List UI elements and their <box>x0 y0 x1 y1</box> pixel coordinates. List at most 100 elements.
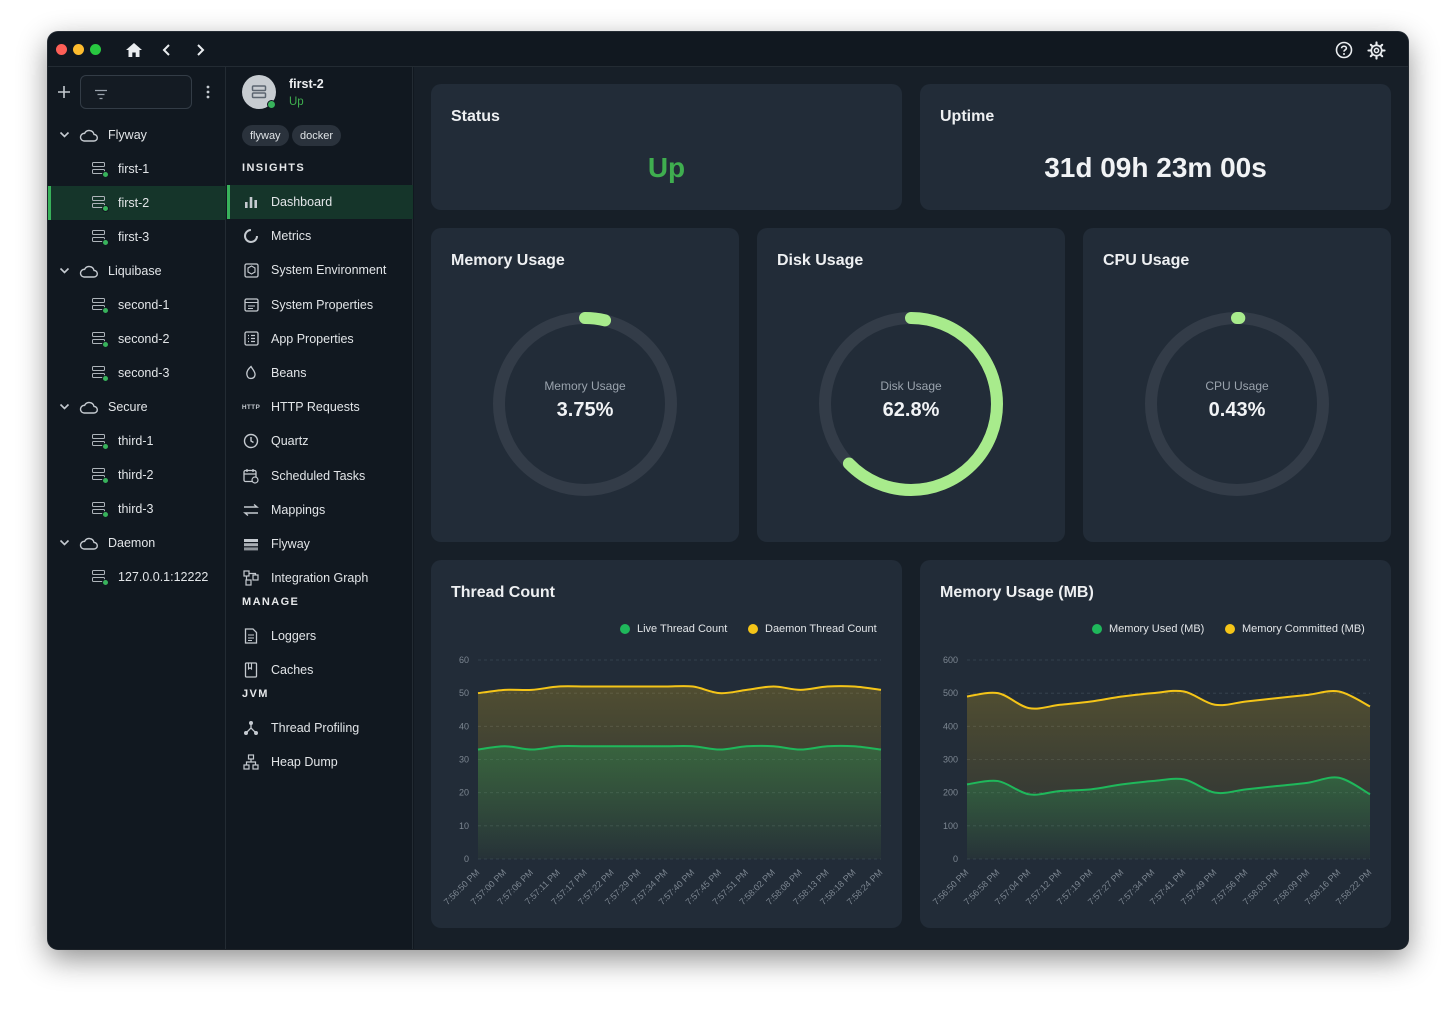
y-tick-label: 200 <box>943 788 958 798</box>
chevron-right-icon[interactable] <box>190 40 210 60</box>
tree-item-third-1[interactable]: third-1 <box>48 424 226 458</box>
tree-group-daemon[interactable]: Daemon <box>48 526 226 560</box>
maximize-window-button[interactable] <box>90 44 101 55</box>
server-icon <box>92 569 109 586</box>
nav-thread-profiling[interactable]: Thread Profiling <box>227 711 413 745</box>
tree-item-second-2[interactable]: second-2 <box>48 322 226 356</box>
legend-live-thread[interactable]: Live Thread Count <box>620 623 727 635</box>
filter-icon <box>94 87 108 105</box>
tree-item-label: second-3 <box>118 366 170 380</box>
nav-label: Caches <box>271 663 314 678</box>
nav-system-environment[interactable]: System Environment <box>227 253 413 287</box>
nav-mappings[interactable]: Mappings <box>227 493 413 527</box>
close-window-button[interactable] <box>56 44 67 55</box>
legend-label: Live Thread Count <box>637 623 728 635</box>
caches-icon <box>242 661 260 679</box>
nav-caches[interactable]: Caches <box>227 653 413 687</box>
chevron-down-icon[interactable] <box>59 403 70 411</box>
y-tick-label: 60 <box>459 655 469 665</box>
flyway-icon <box>242 535 260 553</box>
chevron-down-icon[interactable] <box>59 267 70 275</box>
nav-label: System Environment <box>271 263 387 278</box>
tree-item-127-0-0-1-12222[interactable]: 127.0.0.1:12222 <box>48 560 226 594</box>
nav-http-requests[interactable]: HTTP HTTP Requests <box>227 390 413 424</box>
tree-group-flyway[interactable]: Flyway <box>48 118 226 152</box>
tree-item-first-1[interactable]: first-1 <box>48 152 226 186</box>
tree-item-third-3[interactable]: third-3 <box>48 492 226 526</box>
quartz-icon <box>242 432 260 450</box>
gear-icon[interactable] <box>1366 40 1386 60</box>
y-tick-label: 30 <box>459 755 469 765</box>
http-requests-icon: HTTP <box>241 403 261 411</box>
series-line-daemon-thread-count <box>477 685 882 695</box>
nav-label: Scheduled Tasks <box>271 468 366 483</box>
plus-icon[interactable] <box>56 84 72 100</box>
nav-flyway[interactable]: Flyway <box>227 527 413 561</box>
legend-daemon-thread[interactable]: Daemon Thread Count <box>748 623 877 635</box>
home-icon[interactable] <box>124 40 144 60</box>
legend-memory-committed[interactable]: Memory Committed (MB) <box>1225 623 1365 635</box>
nav-quartz[interactable]: Quartz <box>227 424 413 458</box>
cloud-icon <box>79 265 98 278</box>
memory-gauge <box>493 312 677 496</box>
thread-count-title: Thread Count <box>451 584 555 601</box>
uptime-card: Uptime 31d 09h 23m 00s <box>920 84 1391 210</box>
legend-memory-used[interactable]: Memory Used (MB) <box>1092 623 1204 635</box>
server-icon <box>92 501 109 518</box>
disk-usage-card: Disk Usage Disk Usage 62.8% <box>757 228 1065 542</box>
tree-item-label: third-2 <box>118 468 154 482</box>
disk-gauge-value: 62.8% <box>882 399 940 421</box>
tree-group-label: Flyway <box>108 128 147 142</box>
chevron-left-icon[interactable] <box>157 40 177 60</box>
tree-group-liquibase[interactable]: Liquibase <box>48 254 226 288</box>
nav-app-properties[interactable]: App Properties <box>227 322 413 356</box>
y-tick-label: 600 <box>943 655 958 665</box>
filter-input[interactable] <box>80 75 192 109</box>
series-line-memory-used-mb <box>966 776 1371 796</box>
tree-item-label: first-2 <box>118 196 150 210</box>
tag-chip: flyway <box>242 125 289 146</box>
nav-label: App Properties <box>271 331 354 346</box>
thread-count-card: Thread Count Live Thread Count Daemon Th… <box>431 560 902 928</box>
minimize-window-button[interactable] <box>73 44 84 55</box>
nav-scheduled-tasks[interactable]: Scheduled Tasks <box>227 459 413 493</box>
tag-chip: docker <box>292 125 342 146</box>
nav-loggers[interactable]: Loggers <box>227 619 413 653</box>
tree-item-second-1[interactable]: second-1 <box>48 288 226 322</box>
instance-nav-sidebar: first-2 Up flyway docker INSIGHTS Dashboa… <box>227 67 413 949</box>
nav-label: Quartz <box>271 434 309 449</box>
chevron-down-icon[interactable] <box>59 131 70 139</box>
section-insights: INSIGHTS <box>242 162 306 174</box>
nav-heap-dump[interactable]: Heap Dump <box>227 745 413 779</box>
y-tick-label: 0 <box>953 854 958 864</box>
nav-dashboard[interactable]: Dashboard <box>227 185 413 219</box>
tree-item-first-3[interactable]: first-3 <box>48 220 226 254</box>
gauge-arc <box>493 312 677 496</box>
y-tick-label: 40 <box>459 721 469 731</box>
tree-item-label: third-3 <box>118 502 154 516</box>
app-window: Flyway first-1 first-2 first-3 Liquibase seco… <box>48 32 1408 949</box>
nav-system-properties[interactable]: System Properties <box>227 288 413 322</box>
more-vertical-icon[interactable] <box>203 84 213 100</box>
system-properties-icon <box>242 296 260 314</box>
nav-label: Metrics <box>271 229 312 244</box>
nav-metrics[interactable]: Metrics <box>227 219 413 253</box>
status-card-title: Status <box>451 108 500 125</box>
tree-group-secure[interactable]: Secure <box>48 390 226 424</box>
tree-item-second-3[interactable]: second-3 <box>48 356 226 390</box>
cpu-usage-card: CPU Usage CPU Usage 0.43% <box>1083 228 1391 542</box>
memory-gauge-label: Memory Usage <box>544 379 626 393</box>
help-icon[interactable] <box>1334 40 1354 60</box>
tree-item-third-2[interactable]: third-2 <box>48 458 226 492</box>
nav-beans[interactable]: Beans <box>227 356 413 390</box>
memory-mb-card: Memory Usage (MB) Memory Used (MB) Memor… <box>920 560 1391 928</box>
legend-swatch <box>748 624 758 634</box>
nav-integration-graph[interactable]: Integration Graph <box>227 561 413 595</box>
nav-label: System Properties <box>271 297 374 312</box>
legend-swatch <box>1225 624 1235 634</box>
chevron-down-icon[interactable] <box>59 539 70 547</box>
tree-item-first-2[interactable]: first-2 <box>48 186 226 220</box>
uptime-card-title: Uptime <box>940 108 995 125</box>
